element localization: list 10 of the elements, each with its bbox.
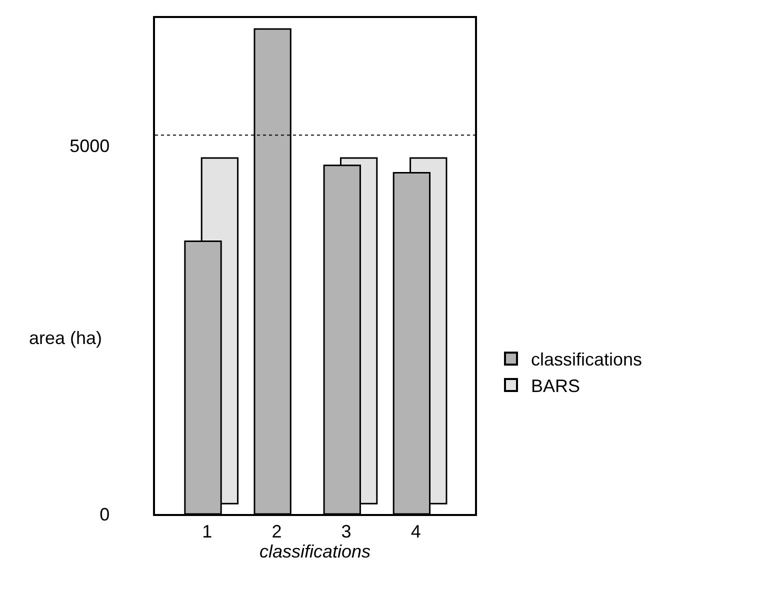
legend-label: BARS — [531, 376, 580, 396]
x-tick-label: 3 — [341, 521, 352, 542]
y-tick-label: 5000 — [70, 136, 110, 156]
legend-label: classifications — [531, 350, 642, 370]
y-axis-title: area (ha) — [29, 328, 102, 348]
x-tick-label: 4 — [410, 521, 421, 542]
y-tick-label: 0 — [100, 504, 110, 524]
x-tick-label: 2 — [272, 521, 282, 542]
x-tick-label: 1 — [202, 521, 212, 542]
x-axis-title: classifications — [259, 541, 371, 562]
